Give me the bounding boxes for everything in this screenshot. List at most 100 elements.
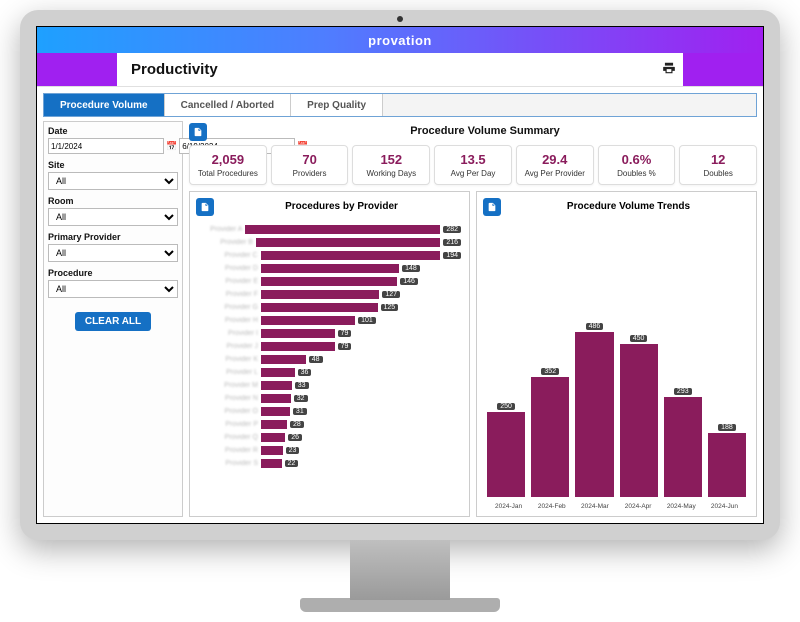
metric-label: Avg Per Provider: [519, 169, 591, 178]
clear-all-button[interactable]: CLEAR ALL: [75, 312, 151, 331]
export-icon[interactable]: [483, 198, 501, 216]
hbar-value: 36: [298, 369, 312, 376]
filter-date: Date 📅 📅: [48, 126, 178, 154]
hbar: [261, 251, 441, 260]
hbar-row: Provider Q 26: [198, 432, 461, 443]
metric-card: 29.4 Avg Per Provider: [516, 145, 594, 185]
hbar-value: 101: [358, 317, 376, 324]
vbar-value: 188: [718, 424, 736, 431]
vbar: [487, 412, 525, 497]
metric-label: Doubles %: [601, 169, 673, 178]
filters-sidebar: Date 📅 📅 Site All Room All: [43, 121, 183, 517]
export-icon[interactable]: [189, 123, 207, 141]
hbar: [261, 329, 335, 338]
metric-label: Avg Per Day: [437, 169, 509, 178]
metric-card: 12Doubles: [679, 145, 757, 185]
hbar-value: 79: [338, 330, 352, 337]
site-select[interactable]: All: [48, 172, 178, 190]
date-start-input[interactable]: [48, 138, 164, 154]
x-label: 2024-Mar: [573, 503, 616, 510]
hbar-value: 79: [338, 343, 352, 350]
provider-name: Provider B: [198, 239, 253, 246]
hbar: [261, 381, 292, 390]
content-area: Procedure Volume Summary 2,059Total Proc…: [189, 121, 757, 517]
vbar: [664, 397, 702, 497]
tab-prep-quality[interactable]: Prep Quality: [291, 94, 383, 116]
hbar-value: 33: [295, 382, 309, 389]
hbar-row: Provider L 36: [198, 367, 461, 378]
metric-card: 0.6%Doubles %: [598, 145, 676, 185]
hbar-row: Provider I 79: [198, 328, 461, 339]
monitor-frame: provation Productivity Procedure Volume …: [20, 10, 780, 540]
hbar: [261, 433, 285, 442]
provider-name: Provider Q: [198, 434, 258, 441]
hbar-value: 31: [293, 408, 307, 415]
vbar: [620, 344, 658, 497]
filter-site: Site All: [48, 160, 178, 190]
chart-title: Procedure Volume Trends: [507, 201, 750, 212]
vbar-col: 450: [620, 335, 658, 497]
filter-room: Room All: [48, 196, 178, 226]
monitor-base: [300, 598, 500, 612]
vbar-col: 352: [531, 368, 569, 497]
provider-name: Provider D: [198, 265, 258, 272]
metric-value: 13.5: [437, 152, 509, 167]
hbar-value: 146: [400, 278, 418, 285]
tab-bar: Procedure Volume Cancelled / Aborted Pre…: [43, 93, 757, 117]
procedure-label: Procedure: [48, 268, 178, 278]
hbar: [261, 459, 282, 468]
camera-dot: [397, 16, 403, 22]
x-label: 2024-Feb: [530, 503, 573, 510]
hbar: [261, 368, 295, 377]
summary-title: Procedure Volume Summary: [213, 125, 757, 137]
room-select[interactable]: All: [48, 208, 178, 226]
vbar-value: 293: [674, 388, 692, 395]
hbar-value: 48: [309, 356, 323, 363]
provider-name: Provider A: [198, 226, 242, 233]
hbar-value: 32: [294, 395, 308, 402]
hbar-row: Provider G125: [198, 302, 461, 313]
hbar: [261, 407, 290, 416]
vbar: [531, 377, 569, 497]
provider-name: Provider F: [198, 291, 258, 298]
provider-name: Provider K: [198, 356, 258, 363]
provider-name: Provider I: [198, 330, 258, 337]
hbar-row: Provider J79: [198, 341, 461, 352]
hbar-value: 26: [288, 434, 302, 441]
print-icon[interactable]: [655, 61, 683, 78]
provider-name: Provider O: [198, 408, 258, 415]
provider-select[interactable]: All: [48, 244, 178, 262]
metric-card: 152Working Days: [352, 145, 430, 185]
brand-name: provation: [368, 33, 432, 48]
hbar: [245, 225, 440, 234]
accent-block-left: [37, 53, 117, 86]
hbar: [261, 290, 379, 299]
hbar-row: Provider M33: [198, 380, 461, 391]
calendar-icon[interactable]: 📅: [166, 138, 177, 154]
hbar: [261, 420, 287, 429]
hbar-row: Provider O 31: [198, 406, 461, 417]
app-screen: provation Productivity Procedure Volume …: [36, 26, 764, 524]
hbar-row: Provider K 48: [198, 354, 461, 365]
hbar-row: Provider S22: [198, 458, 461, 469]
room-label: Room: [48, 196, 178, 206]
provider-name: Provider G: [198, 304, 258, 311]
vbar-value: 486: [586, 323, 604, 330]
hbar: [261, 394, 291, 403]
procedure-select[interactable]: All: [48, 280, 178, 298]
hbar: [261, 303, 378, 312]
provider-name: Provider L: [198, 369, 258, 376]
metric-value: 29.4: [519, 152, 591, 167]
hbar-row: Provider R23: [198, 445, 461, 456]
tab-cancelled-aborted[interactable]: Cancelled / Aborted: [165, 94, 292, 116]
main-area: Date 📅 📅 Site All Room All: [37, 121, 763, 523]
hbar: [261, 316, 355, 325]
export-icon[interactable]: [196, 198, 214, 216]
tab-procedure-volume[interactable]: Procedure Volume: [44, 94, 165, 116]
hbar: [261, 342, 335, 351]
hbar: [261, 355, 306, 364]
site-label: Site: [48, 160, 178, 170]
chart-title: Procedures by Provider: [220, 201, 463, 212]
metric-value: 2,059: [192, 152, 264, 167]
summary-section: Procedure Volume Summary 2,059Total Proc…: [189, 121, 757, 185]
